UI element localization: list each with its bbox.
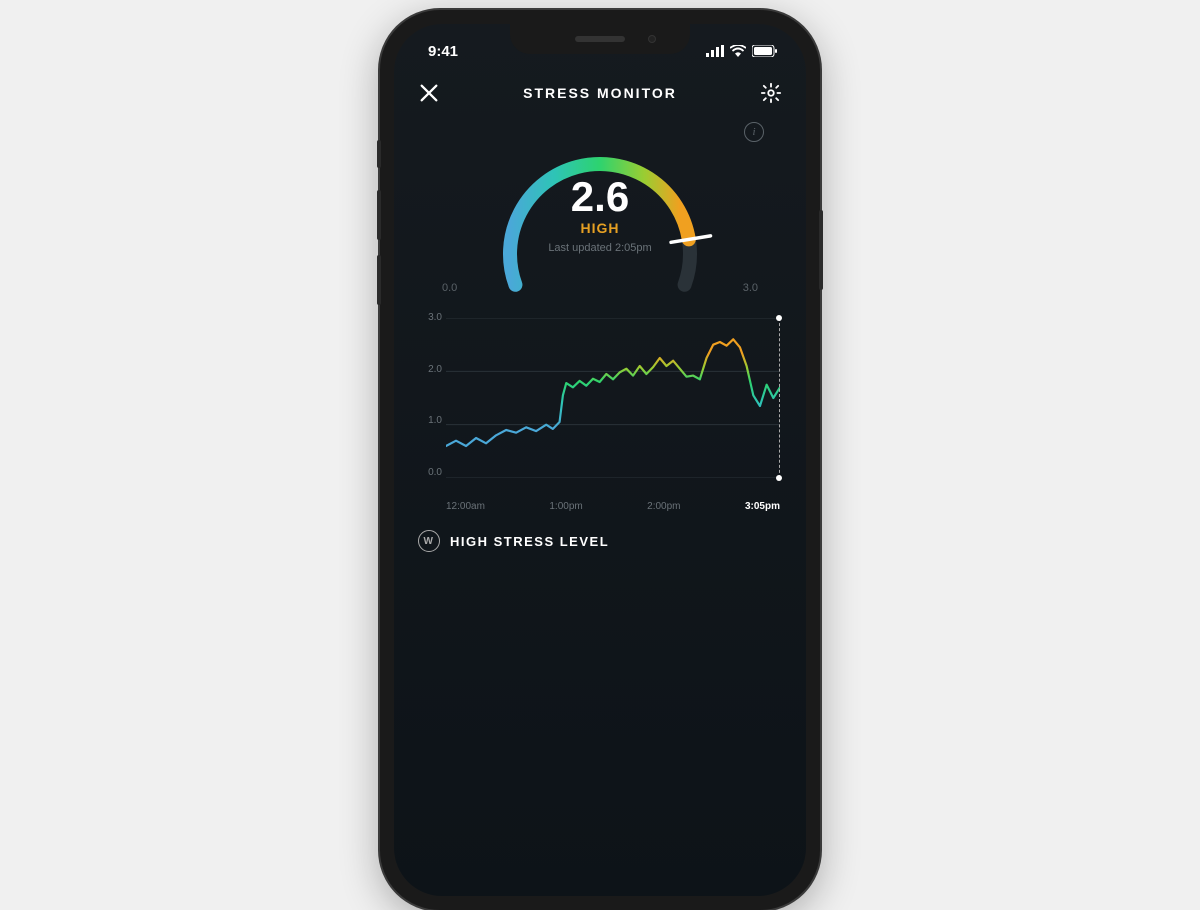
battery-icon: [752, 45, 778, 57]
cellular-icon: [706, 45, 724, 57]
notch: [510, 24, 690, 54]
phone-frame: 9:41 STRESS MONITOR i 2.6 HIGH Last upda…: [380, 10, 820, 910]
footer-row[interactable]: W HIGH STRESS LEVEL: [394, 512, 806, 570]
gauge-section: i 2.6 HIGH Last updated 2:05pm 0.0 3.0: [394, 114, 806, 294]
chart-section: 3.02.01.00.0 12:00am1:00pm2:00pm3:05pm: [394, 294, 806, 512]
close-icon[interactable]: [418, 82, 440, 104]
app-header: STRESS MONITOR: [394, 64, 806, 114]
gauge-max-label: 3.0: [743, 282, 758, 294]
screen: 9:41 STRESS MONITOR i 2.6 HIGH Last upda…: [394, 24, 806, 896]
gauge-value: 2.6: [480, 176, 720, 218]
gear-icon[interactable]: [760, 82, 782, 104]
stress-badge-icon: W: [418, 530, 440, 552]
chart-now-marker: [779, 318, 780, 478]
gauge-label: HIGH: [480, 220, 720, 236]
chart-plot: [446, 318, 780, 478]
status-time: 9:41: [428, 43, 458, 60]
chart-y-axis: 3.02.01.00.0: [416, 312, 442, 478]
chart-x-axis: 12:00am1:00pm2:00pm3:05pm: [446, 501, 780, 512]
info-icon[interactable]: i: [744, 122, 764, 142]
gauge-min-label: 0.0: [442, 282, 457, 294]
gauge-updated: Last updated 2:05pm: [480, 242, 720, 254]
wifi-icon: [730, 45, 746, 57]
page-title: STRESS MONITOR: [523, 85, 677, 101]
footer-label: HIGH STRESS LEVEL: [450, 534, 609, 549]
